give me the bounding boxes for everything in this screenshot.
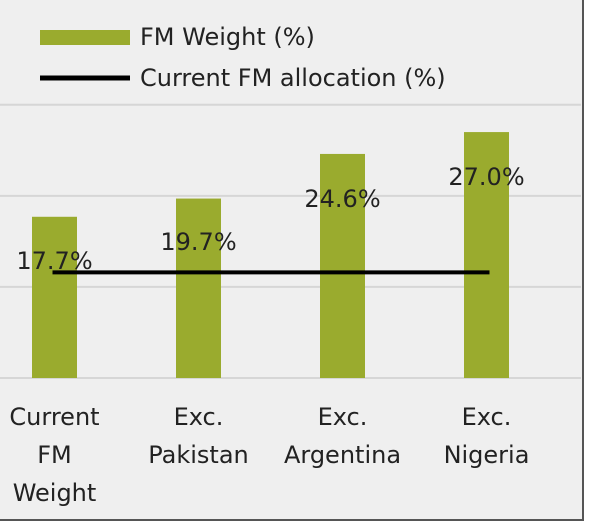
bar	[32, 216, 77, 378]
legend-swatch	[40, 30, 130, 45]
data-label: 24.6%	[304, 185, 380, 213]
bar	[176, 198, 221, 378]
legend-label: Current FM allocation (%)	[140, 64, 446, 92]
x-tick-label: Exc. Pakistan	[148, 403, 249, 469]
legend-label: FM Weight (%)	[140, 23, 315, 51]
data-label: 27.0%	[448, 163, 524, 191]
x-tick-label: Current FM Weight	[9, 403, 99, 507]
bar	[464, 132, 509, 378]
data-label: 19.7%	[160, 228, 236, 256]
x-tick-label: Exc. Argentina	[284, 403, 401, 469]
data-label: 17.7%	[16, 247, 92, 275]
bar	[320, 153, 365, 378]
x-tick-label: Exc. Nigeria	[444, 403, 530, 469]
